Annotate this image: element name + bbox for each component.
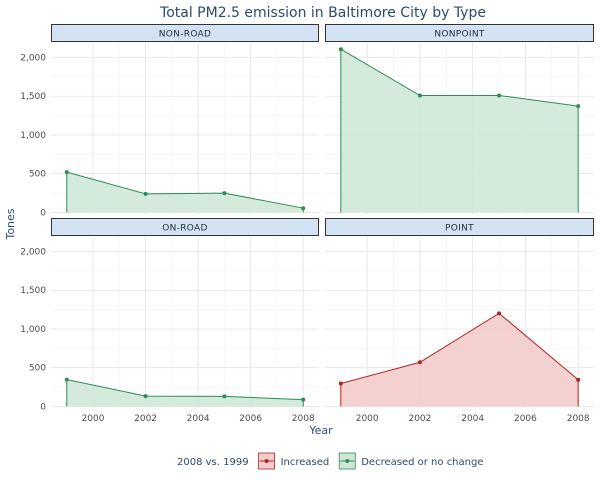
data-point — [576, 104, 581, 109]
y-tick-label: 1,500 — [20, 286, 46, 296]
panel-point: POINT 2000 2002 2004 2006 2008 — [325, 218, 594, 424]
data-point — [301, 397, 306, 402]
chart-title: Total PM2.5 emission in Baltimore City b… — [159, 5, 486, 21]
panel-strip — [325, 24, 594, 42]
x-tick-label: 2002 — [134, 414, 157, 424]
x-tick-label: 2000 — [82, 414, 105, 424]
data-point — [222, 191, 227, 196]
y-tick-label: 1,000 — [20, 325, 46, 335]
data-point — [497, 93, 502, 98]
legend: 2008 vs. 1999 Increased Decreased or no c… — [177, 452, 484, 470]
panel-strip — [325, 218, 594, 236]
series-line — [66, 171, 304, 209]
data-point — [64, 377, 69, 382]
x-tick-label: 2002 — [408, 414, 431, 424]
y-tick-label: 0 — [40, 208, 46, 218]
area-fill — [66, 379, 304, 407]
x-tick-label: 2008 — [292, 414, 315, 424]
data-point — [417, 93, 422, 98]
y-tick-label: 500 — [29, 364, 46, 374]
area-fill — [340, 49, 579, 213]
y-tick-label: 500 — [29, 170, 46, 180]
panel-strip — [51, 218, 319, 236]
area-fill — [340, 313, 579, 407]
y-tick-label: 2,000 — [20, 53, 46, 63]
data-point — [338, 381, 343, 386]
panel-strip-label: NONPOINT — [434, 30, 485, 40]
x-tick-label: 2004 — [187, 414, 210, 424]
legend-item-increased: Increased — [258, 452, 330, 470]
legend-key-point — [345, 459, 350, 463]
data-point — [64, 170, 69, 175]
series-line — [66, 379, 304, 401]
series-line — [340, 48, 579, 107]
legend-title: 2008 vs. 1999 — [177, 457, 249, 468]
legend-item-decreased: Decreased or no change — [338, 452, 484, 470]
panel-non-road: NON-ROAD 0 500 1,000 1,500 2,000 — [20, 24, 319, 218]
x-tick-label: 2004 — [461, 414, 484, 424]
panel-on-road: ON-ROAD 0 500 1,000 1,500 2,000 2000 2002 2004 20… — [20, 218, 319, 424]
x-tick-label: 2006 — [514, 414, 537, 424]
x-tick-label: 2000 — [356, 414, 379, 424]
panel-nonpoint: NONPOINT — [325, 24, 594, 214]
legend-label: Increased — [281, 457, 330, 468]
x-tick-label: 2008 — [567, 414, 590, 424]
data-point — [417, 360, 422, 365]
y-tick-label: 0 — [40, 402, 46, 412]
data-point — [338, 47, 343, 52]
y-tick-label: 1,500 — [20, 92, 46, 102]
legend-key-point — [264, 459, 269, 463]
legend-label: Decreased or no change — [361, 457, 483, 468]
data-point — [497, 311, 502, 316]
data-point — [222, 394, 227, 399]
y-tick-label: 2,000 — [20, 247, 46, 257]
panels: NON-ROAD 0 500 1,000 1,500 2,000 NONPOINT ON-RO… — [20, 24, 594, 424]
data-point — [143, 394, 148, 399]
y-axis-label: Tones — [4, 208, 17, 240]
panel-strip-label: ON-ROAD — [162, 224, 207, 234]
panel-strip — [51, 24, 319, 42]
series-line — [340, 312, 579, 385]
panel-strip-label: NON-ROAD — [159, 30, 211, 40]
x-tick-label: 2006 — [239, 414, 262, 424]
panel-strip-label: POINT — [445, 224, 474, 234]
data-point — [143, 191, 148, 196]
data-point — [301, 206, 306, 211]
area-fill — [66, 172, 304, 213]
x-axis-label: Year — [308, 424, 333, 437]
data-point — [576, 377, 581, 382]
y-tick-label: 1,000 — [20, 131, 46, 141]
